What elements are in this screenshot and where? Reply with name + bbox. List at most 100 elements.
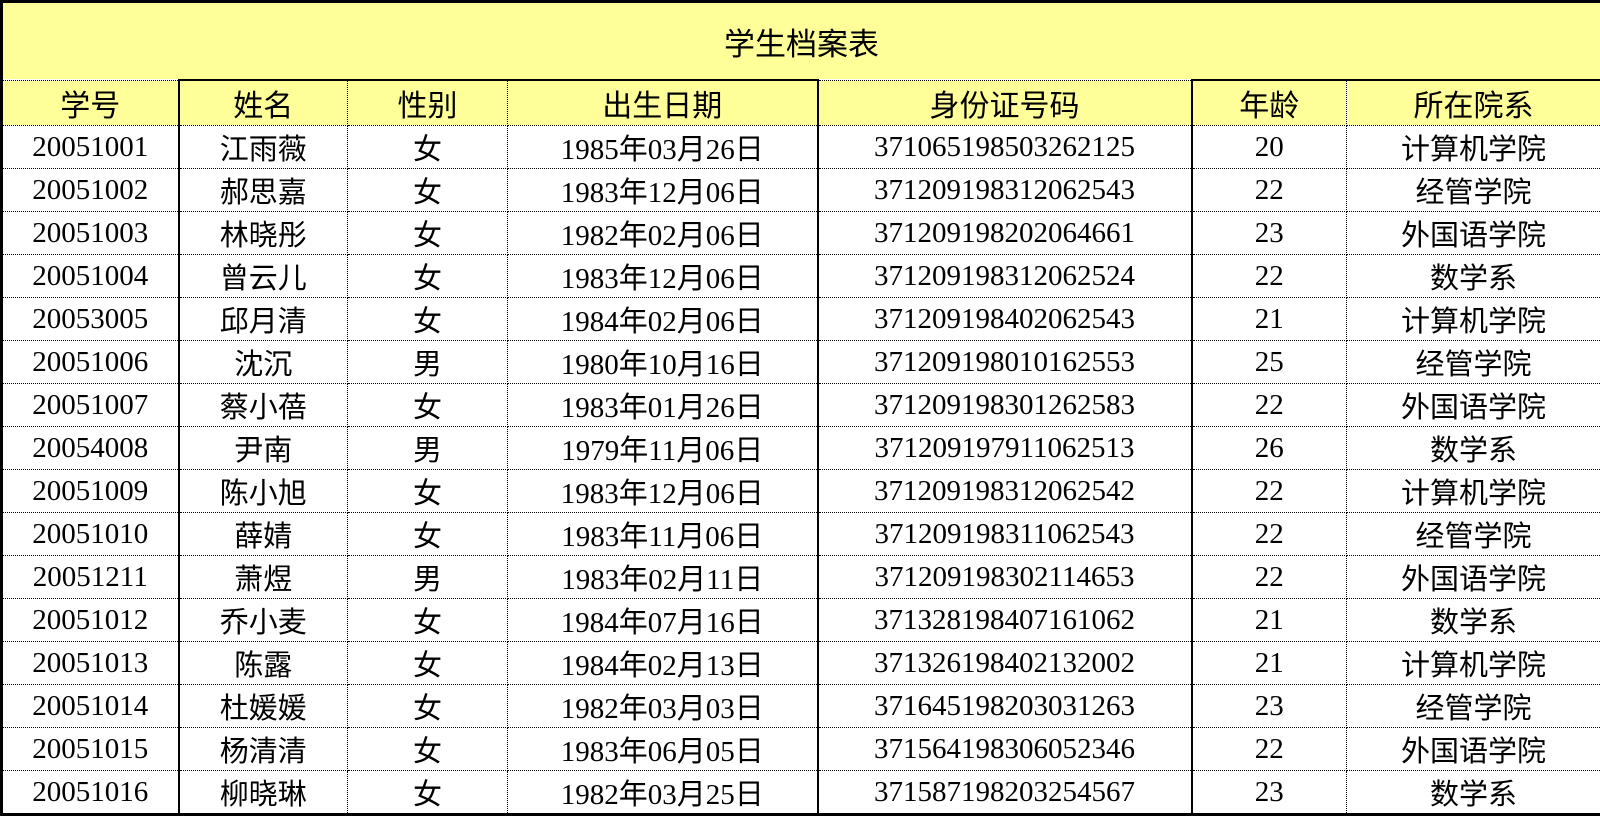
cell-name[interactable]: 杜媛媛: [179, 685, 348, 728]
cell-gender[interactable]: 女: [348, 212, 508, 255]
column-header-name[interactable]: 姓名: [179, 80, 348, 126]
cell-student-id[interactable]: 20051003: [2, 212, 179, 255]
cell-id-number[interactable]: 371564198306052346: [818, 728, 1192, 771]
cell-name[interactable]: 陈露: [179, 642, 348, 685]
cell-id-number[interactable]: 371587198203254567: [818, 771, 1192, 815]
cell-id-number[interactable]: 371209197911062513: [818, 427, 1192, 470]
cell-id-number[interactable]: 371209198010162553: [818, 341, 1192, 384]
cell-name[interactable]: 蔡小蓓: [179, 384, 348, 427]
cell-id-number[interactable]: 371209198302114653: [818, 556, 1192, 599]
cell-birth-date[interactable]: 1983年01月26日: [508, 384, 818, 427]
cell-age[interactable]: 22: [1192, 556, 1347, 599]
cell-gender[interactable]: 女: [348, 599, 508, 642]
cell-age[interactable]: 22: [1192, 513, 1347, 556]
cell-department[interactable]: 数学系: [1347, 771, 1600, 815]
cell-age[interactable]: 23: [1192, 685, 1347, 728]
cell-age[interactable]: 22: [1192, 384, 1347, 427]
column-header-gender[interactable]: 性别: [348, 80, 508, 126]
cell-name[interactable]: 江雨薇: [179, 126, 348, 169]
cell-birth-date[interactable]: 1982年02月06日: [508, 212, 818, 255]
cell-student-id[interactable]: 20051009: [2, 470, 179, 513]
cell-name[interactable]: 薛婧: [179, 513, 348, 556]
cell-department[interactable]: 数学系: [1347, 427, 1600, 470]
cell-student-id[interactable]: 20051006: [2, 341, 179, 384]
cell-birth-date[interactable]: 1983年12月06日: [508, 169, 818, 212]
cell-student-id[interactable]: 20054008: [2, 427, 179, 470]
cell-gender[interactable]: 男: [348, 341, 508, 384]
cell-department[interactable]: 外国语学院: [1347, 384, 1600, 427]
cell-department[interactable]: 经管学院: [1347, 169, 1600, 212]
cell-age[interactable]: 26: [1192, 427, 1347, 470]
column-header-department[interactable]: 所在院系: [1347, 80, 1600, 126]
column-header-birth-date[interactable]: 出生日期: [508, 80, 818, 126]
cell-name[interactable]: 曾云儿: [179, 255, 348, 298]
cell-name[interactable]: 邱月清: [179, 298, 348, 341]
cell-name[interactable]: 沈沉: [179, 341, 348, 384]
cell-age[interactable]: 23: [1192, 771, 1347, 815]
cell-student-id[interactable]: 20051013: [2, 642, 179, 685]
cell-birth-date[interactable]: 1984年07月16日: [508, 599, 818, 642]
cell-age[interactable]: 21: [1192, 642, 1347, 685]
cell-department[interactable]: 数学系: [1347, 255, 1600, 298]
cell-gender[interactable]: 男: [348, 556, 508, 599]
cell-id-number[interactable]: 371209198312062543: [818, 169, 1192, 212]
cell-department[interactable]: 计算机学院: [1347, 126, 1600, 169]
column-header-id-number[interactable]: 身份证号码: [818, 80, 1192, 126]
cell-student-id[interactable]: 20051012: [2, 599, 179, 642]
cell-gender[interactable]: 女: [348, 384, 508, 427]
table-title[interactable]: 学生档案表: [2, 2, 1600, 81]
cell-gender[interactable]: 男: [348, 427, 508, 470]
cell-student-id[interactable]: 20053005: [2, 298, 179, 341]
cell-gender[interactable]: 女: [348, 255, 508, 298]
cell-department[interactable]: 计算机学院: [1347, 298, 1600, 341]
cell-birth-date[interactable]: 1983年06月05日: [508, 728, 818, 771]
cell-birth-date[interactable]: 1982年03月25日: [508, 771, 818, 815]
cell-gender[interactable]: 女: [348, 771, 508, 815]
column-header-student-id[interactable]: 学号: [2, 80, 179, 126]
cell-student-id[interactable]: 20051015: [2, 728, 179, 771]
cell-id-number[interactable]: 371065198503262125: [818, 126, 1192, 169]
cell-department[interactable]: 外国语学院: [1347, 556, 1600, 599]
cell-name[interactable]: 陈小旭: [179, 470, 348, 513]
cell-birth-date[interactable]: 1980年10月16日: [508, 341, 818, 384]
cell-name[interactable]: 尹南: [179, 427, 348, 470]
cell-name[interactable]: 杨清清: [179, 728, 348, 771]
column-header-age[interactable]: 年龄: [1192, 80, 1347, 126]
cell-name[interactable]: 乔小麦: [179, 599, 348, 642]
cell-id-number[interactable]: 371328198407161062: [818, 599, 1192, 642]
cell-name[interactable]: 林晓彤: [179, 212, 348, 255]
cell-age[interactable]: 21: [1192, 298, 1347, 341]
cell-department[interactable]: 外国语学院: [1347, 212, 1600, 255]
cell-birth-date[interactable]: 1985年03月26日: [508, 126, 818, 169]
cell-gender[interactable]: 女: [348, 470, 508, 513]
cell-student-id[interactable]: 20051014: [2, 685, 179, 728]
cell-birth-date[interactable]: 1983年12月06日: [508, 255, 818, 298]
cell-id-number[interactable]: 371209198312062542: [818, 470, 1192, 513]
cell-age[interactable]: 22: [1192, 470, 1347, 513]
cell-id-number[interactable]: 371326198402132002: [818, 642, 1192, 685]
cell-id-number[interactable]: 371645198203031263: [818, 685, 1192, 728]
cell-department[interactable]: 外国语学院: [1347, 728, 1600, 771]
cell-id-number[interactable]: 371209198311062543: [818, 513, 1192, 556]
cell-gender[interactable]: 女: [348, 728, 508, 771]
cell-birth-date[interactable]: 1984年02月06日: [508, 298, 818, 341]
cell-student-id[interactable]: 20051002: [2, 169, 179, 212]
cell-department[interactable]: 经管学院: [1347, 685, 1600, 728]
cell-age[interactable]: 22: [1192, 728, 1347, 771]
cell-student-id[interactable]: 20051001: [2, 126, 179, 169]
cell-birth-date[interactable]: 1984年02月13日: [508, 642, 818, 685]
cell-age[interactable]: 20: [1192, 126, 1347, 169]
cell-gender[interactable]: 女: [348, 298, 508, 341]
cell-department[interactable]: 数学系: [1347, 599, 1600, 642]
cell-birth-date[interactable]: 1983年12月06日: [508, 470, 818, 513]
cell-birth-date[interactable]: 1983年11月06日: [508, 513, 818, 556]
cell-department[interactable]: 经管学院: [1347, 513, 1600, 556]
cell-name[interactable]: 柳晓琳: [179, 771, 348, 815]
cell-department[interactable]: 经管学院: [1347, 341, 1600, 384]
cell-gender[interactable]: 女: [348, 642, 508, 685]
cell-id-number[interactable]: 371209198301262583: [818, 384, 1192, 427]
cell-birth-date[interactable]: 1982年03月03日: [508, 685, 818, 728]
cell-gender[interactable]: 女: [348, 126, 508, 169]
cell-age[interactable]: 22: [1192, 169, 1347, 212]
cell-id-number[interactable]: 371209198312062524: [818, 255, 1192, 298]
